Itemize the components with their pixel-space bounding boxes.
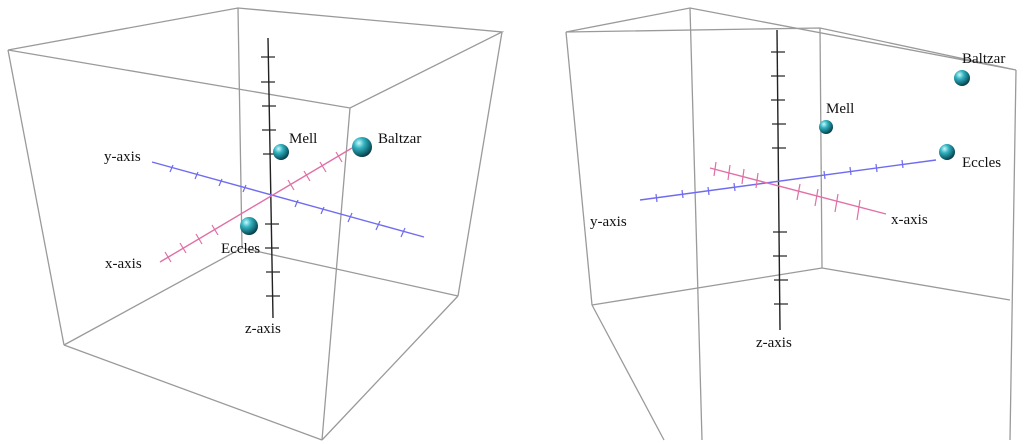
right-view: y-axis x-axis z-axis Mell Baltzar Eccles	[565, 7, 1017, 441]
point-label: Mell	[826, 101, 854, 117]
point-label: Baltzar	[378, 131, 421, 147]
right-z-axis	[771, 29, 788, 331]
sphere-marker	[352, 137, 372, 157]
left-x-axis-label: x-axis	[105, 256, 142, 272]
left-cube-edge	[321, 295, 459, 441]
left-y-axis	[151, 161, 425, 238]
right-cube-back-face	[565, 7, 1017, 71]
right-cube-edge	[591, 304, 665, 441]
right-cube-edge	[1009, 69, 1017, 441]
left-cube-edge	[321, 107, 351, 441]
left-bounding-box	[7, 7, 505, 441]
left-cube-edge	[237, 7, 243, 249]
right-z-axis-label: z-axis	[756, 335, 792, 351]
right-cube-edge	[565, 31, 593, 306]
point-label: Eccles	[962, 155, 1001, 171]
left-point-baltzar: Baltzar	[352, 131, 421, 157]
left-cube-edge	[241, 247, 459, 297]
right-x-axis-label: x-axis	[891, 212, 928, 228]
point-label: Eccles	[221, 241, 260, 257]
sphere-marker	[819, 120, 833, 134]
right-cube-edge	[591, 267, 823, 306]
left-x-axis	[159, 147, 353, 263]
right-cube-edge	[821, 267, 1011, 301]
sphere-marker	[939, 144, 955, 160]
left-y-axis-label: y-axis	[104, 149, 141, 165]
sphere-marker	[273, 144, 289, 160]
left-point-mell: Mell	[273, 131, 317, 160]
right-point-mell: Mell	[819, 101, 854, 134]
left-z-axis-label: z-axis	[245, 321, 281, 337]
sphere-marker	[240, 217, 258, 235]
left-cube-back-face	[7, 7, 505, 109]
right-point-eccles: Eccles	[939, 144, 1001, 171]
right-bounding-box	[565, 7, 1017, 441]
left-view: y-axis x-axis z-axis Mell Baltzar Eccles	[7, 7, 505, 441]
left-cube-edge	[63, 344, 323, 441]
left-cube-edge	[63, 247, 243, 346]
right-cube-edge	[819, 27, 823, 269]
left-cube-edge	[457, 31, 503, 297]
right-x-axis	[709, 161, 887, 221]
right-point-baltzar: Baltzar	[954, 51, 1005, 86]
left-point-eccles: Eccles	[221, 217, 260, 257]
right-y-axis	[639, 159, 937, 203]
left-cube-edge	[7, 49, 65, 346]
point-label: Baltzar	[962, 51, 1005, 67]
left-z-axis	[261, 37, 280, 319]
sphere-marker	[954, 70, 970, 86]
right-y-axis-label: y-axis	[590, 214, 627, 230]
point-label: Mell	[289, 131, 317, 147]
right-cube-edge	[689, 7, 703, 441]
